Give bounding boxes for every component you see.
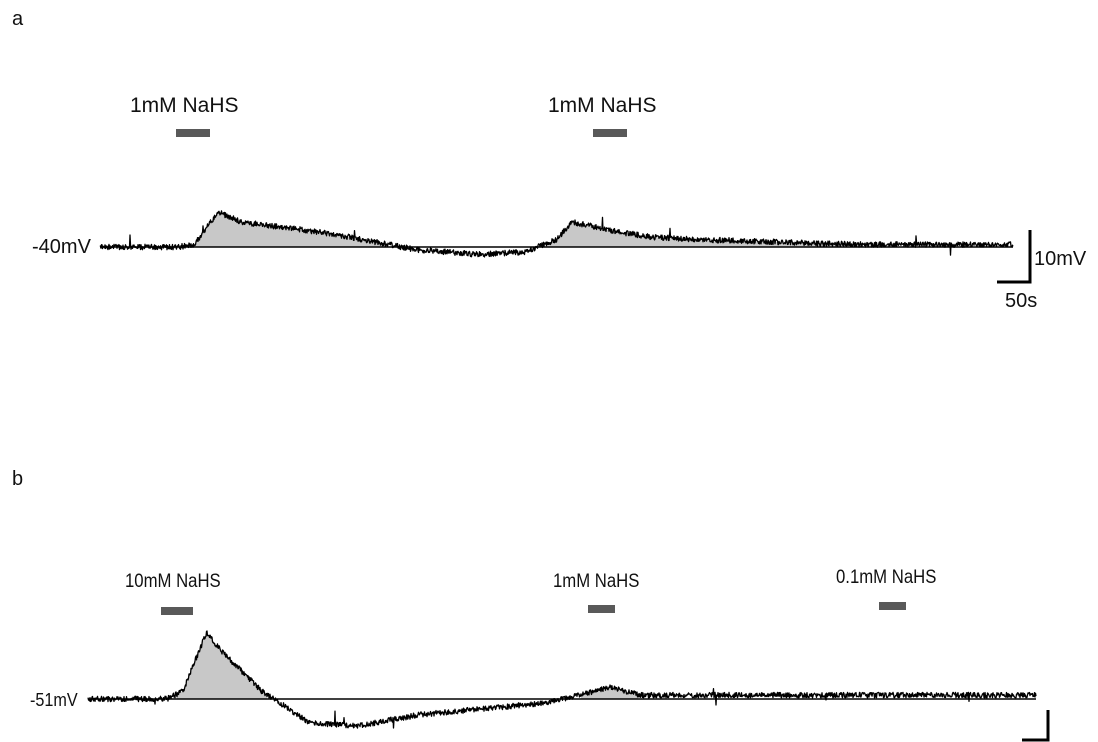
application-bar-a-1 bbox=[176, 129, 210, 137]
scale-bar-a bbox=[997, 230, 1032, 284]
depolarization-area-b bbox=[177, 633, 638, 699]
panel-letter-b: b bbox=[12, 468, 24, 490]
application-bar-b-1 bbox=[161, 607, 193, 615]
application-label-b-1: 10mM NaHS bbox=[125, 571, 221, 592]
application-label-b-3: 0.1mM NaHS bbox=[836, 567, 937, 588]
application-bar-b-3 bbox=[879, 602, 906, 610]
application-bar-b-2 bbox=[588, 605, 615, 613]
application-label-a-2: 1mM NaHS bbox=[548, 94, 657, 117]
scale-time-label: 50s bbox=[1005, 290, 1038, 312]
application-bar-a-2 bbox=[593, 129, 627, 137]
baseline-label-b: -51mV bbox=[30, 690, 78, 710]
baseline-label-a: -40mV bbox=[32, 236, 91, 258]
application-label-a-1: 1mM NaHS bbox=[130, 94, 239, 117]
scale-voltage-label: 10mV bbox=[1034, 248, 1087, 270]
membrane-trace-b bbox=[87, 630, 1037, 729]
panel-letter-a: a bbox=[12, 8, 24, 30]
membrane-trace-a bbox=[99, 210, 1014, 258]
application-label-b-2: 1mM NaHS bbox=[553, 571, 640, 592]
scale-bar-b bbox=[1022, 710, 1050, 742]
